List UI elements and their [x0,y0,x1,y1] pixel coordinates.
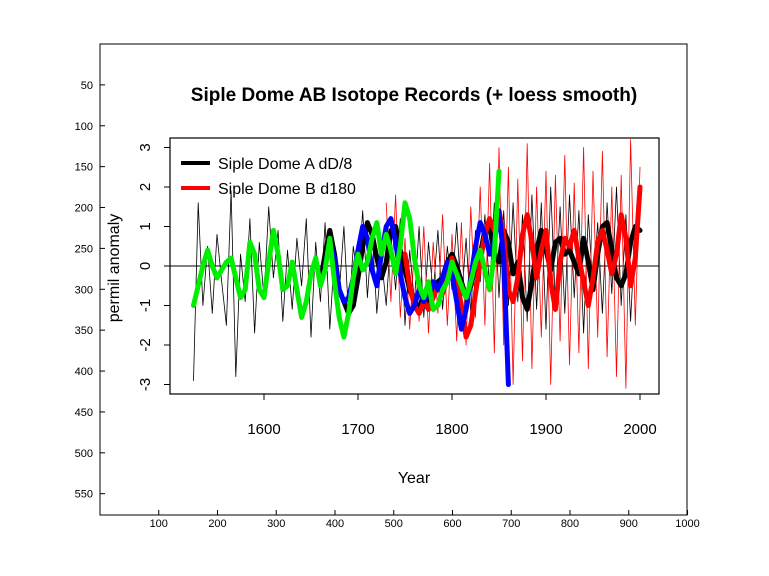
outer-x-tick-label: 800 [561,518,579,530]
y-tick-label: 2 [137,183,154,191]
outer-x-tick-label: 900 [620,518,638,530]
outer-x-tick-label: 400 [326,518,344,530]
legend-label-a: Siple Dome A dD/8 [218,156,352,173]
x-tick-label: 1800 [435,421,468,438]
x-tick-label: 2000 [623,421,656,438]
x-tick-label: 1600 [247,421,280,438]
series-line-5 [191,168,502,340]
x-tick-label: 1700 [341,421,374,438]
legend: Siple Dome A dD/8 Siple Dome B d180 [181,156,356,198]
outer-y-tick-label: 50 [81,80,93,92]
legend-label-b: Siple Dome B d180 [218,181,356,198]
y-tick-label: 3 [137,143,154,151]
outer-y-axis: 50 100 150 200 250 300 350 400 450 500 550 [75,80,105,501]
outer-y-tick-label: 100 [75,121,93,133]
y-tick-label: -3 [137,378,154,391]
y-tick-label: -2 [137,338,154,351]
y-axis: -3 -2 -1 0 1 2 3 [137,143,170,391]
outer-x-tick-label: 600 [443,518,461,530]
outer-y-tick-label: 350 [75,325,93,337]
outer-x-tick-label: 700 [502,518,520,530]
outer-x-tick-label: 100 [150,518,168,530]
y-axis-label: permil anomaly [106,214,123,322]
outer-y-tick-label: 450 [75,407,93,419]
x-axis-label: Year [398,470,431,487]
outer-x-tick-label: 500 [385,518,403,530]
outer-y-tick-label: 150 [75,162,93,174]
outer-y-tick-label: 500 [75,448,93,460]
outer-y-tick-label: 200 [75,203,93,215]
y-tick-label: 0 [137,262,154,270]
x-axis: 1600 1700 1800 1900 2000 [247,394,657,438]
outer-x-tick-label: 1000 [675,518,699,530]
series-line-1 [385,139,641,389]
x-tick-label: 1900 [529,421,562,438]
y-tick-label: -1 [137,299,154,312]
chart-title: Siple Dome AB Isotope Records (+ loess s… [191,85,637,106]
y-tick-label: 1 [137,222,154,230]
outer-x-tick-label: 200 [208,518,226,530]
outer-y-tick-label: 400 [75,366,93,378]
outer-y-tick-label: 550 [75,489,93,501]
series-layer [191,139,643,389]
outer-y-tick-label: 250 [75,243,93,255]
outer-x-tick-label: 300 [267,518,285,530]
outer-y-tick-label: 300 [75,284,93,296]
outer-x-axis: 100 200 300 400 500 600 700 800 900 1000 [150,510,700,530]
